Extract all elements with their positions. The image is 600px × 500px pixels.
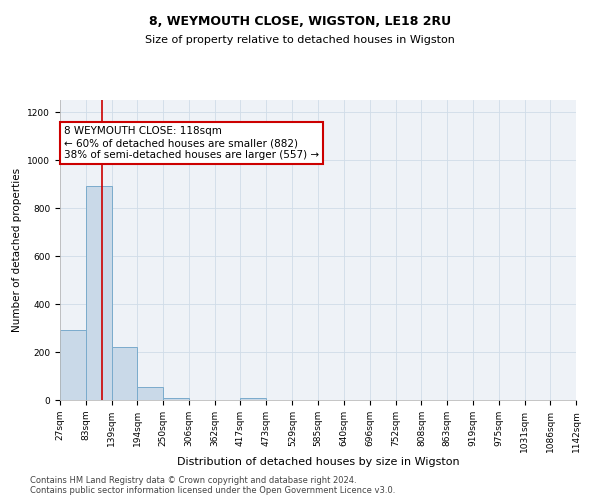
Y-axis label: Number of detached properties: Number of detached properties xyxy=(12,168,22,332)
Bar xyxy=(112,347,137,400)
Bar xyxy=(86,186,112,400)
X-axis label: Distribution of detached houses by size in Wigston: Distribution of detached houses by size … xyxy=(176,458,460,468)
Text: 8 WEYMOUTH CLOSE: 118sqm
← 60% of detached houses are smaller (882)
38% of semi-: 8 WEYMOUTH CLOSE: 118sqm ← 60% of detach… xyxy=(64,126,319,160)
Text: 8, WEYMOUTH CLOSE, WIGSTON, LE18 2RU: 8, WEYMOUTH CLOSE, WIGSTON, LE18 2RU xyxy=(149,15,451,28)
Bar xyxy=(163,398,189,400)
Text: Contains HM Land Registry data © Crown copyright and database right 2024.
Contai: Contains HM Land Registry data © Crown c… xyxy=(30,476,395,495)
Bar xyxy=(60,330,86,400)
Bar xyxy=(241,398,266,400)
Text: Size of property relative to detached houses in Wigston: Size of property relative to detached ho… xyxy=(145,35,455,45)
Bar xyxy=(137,387,163,400)
